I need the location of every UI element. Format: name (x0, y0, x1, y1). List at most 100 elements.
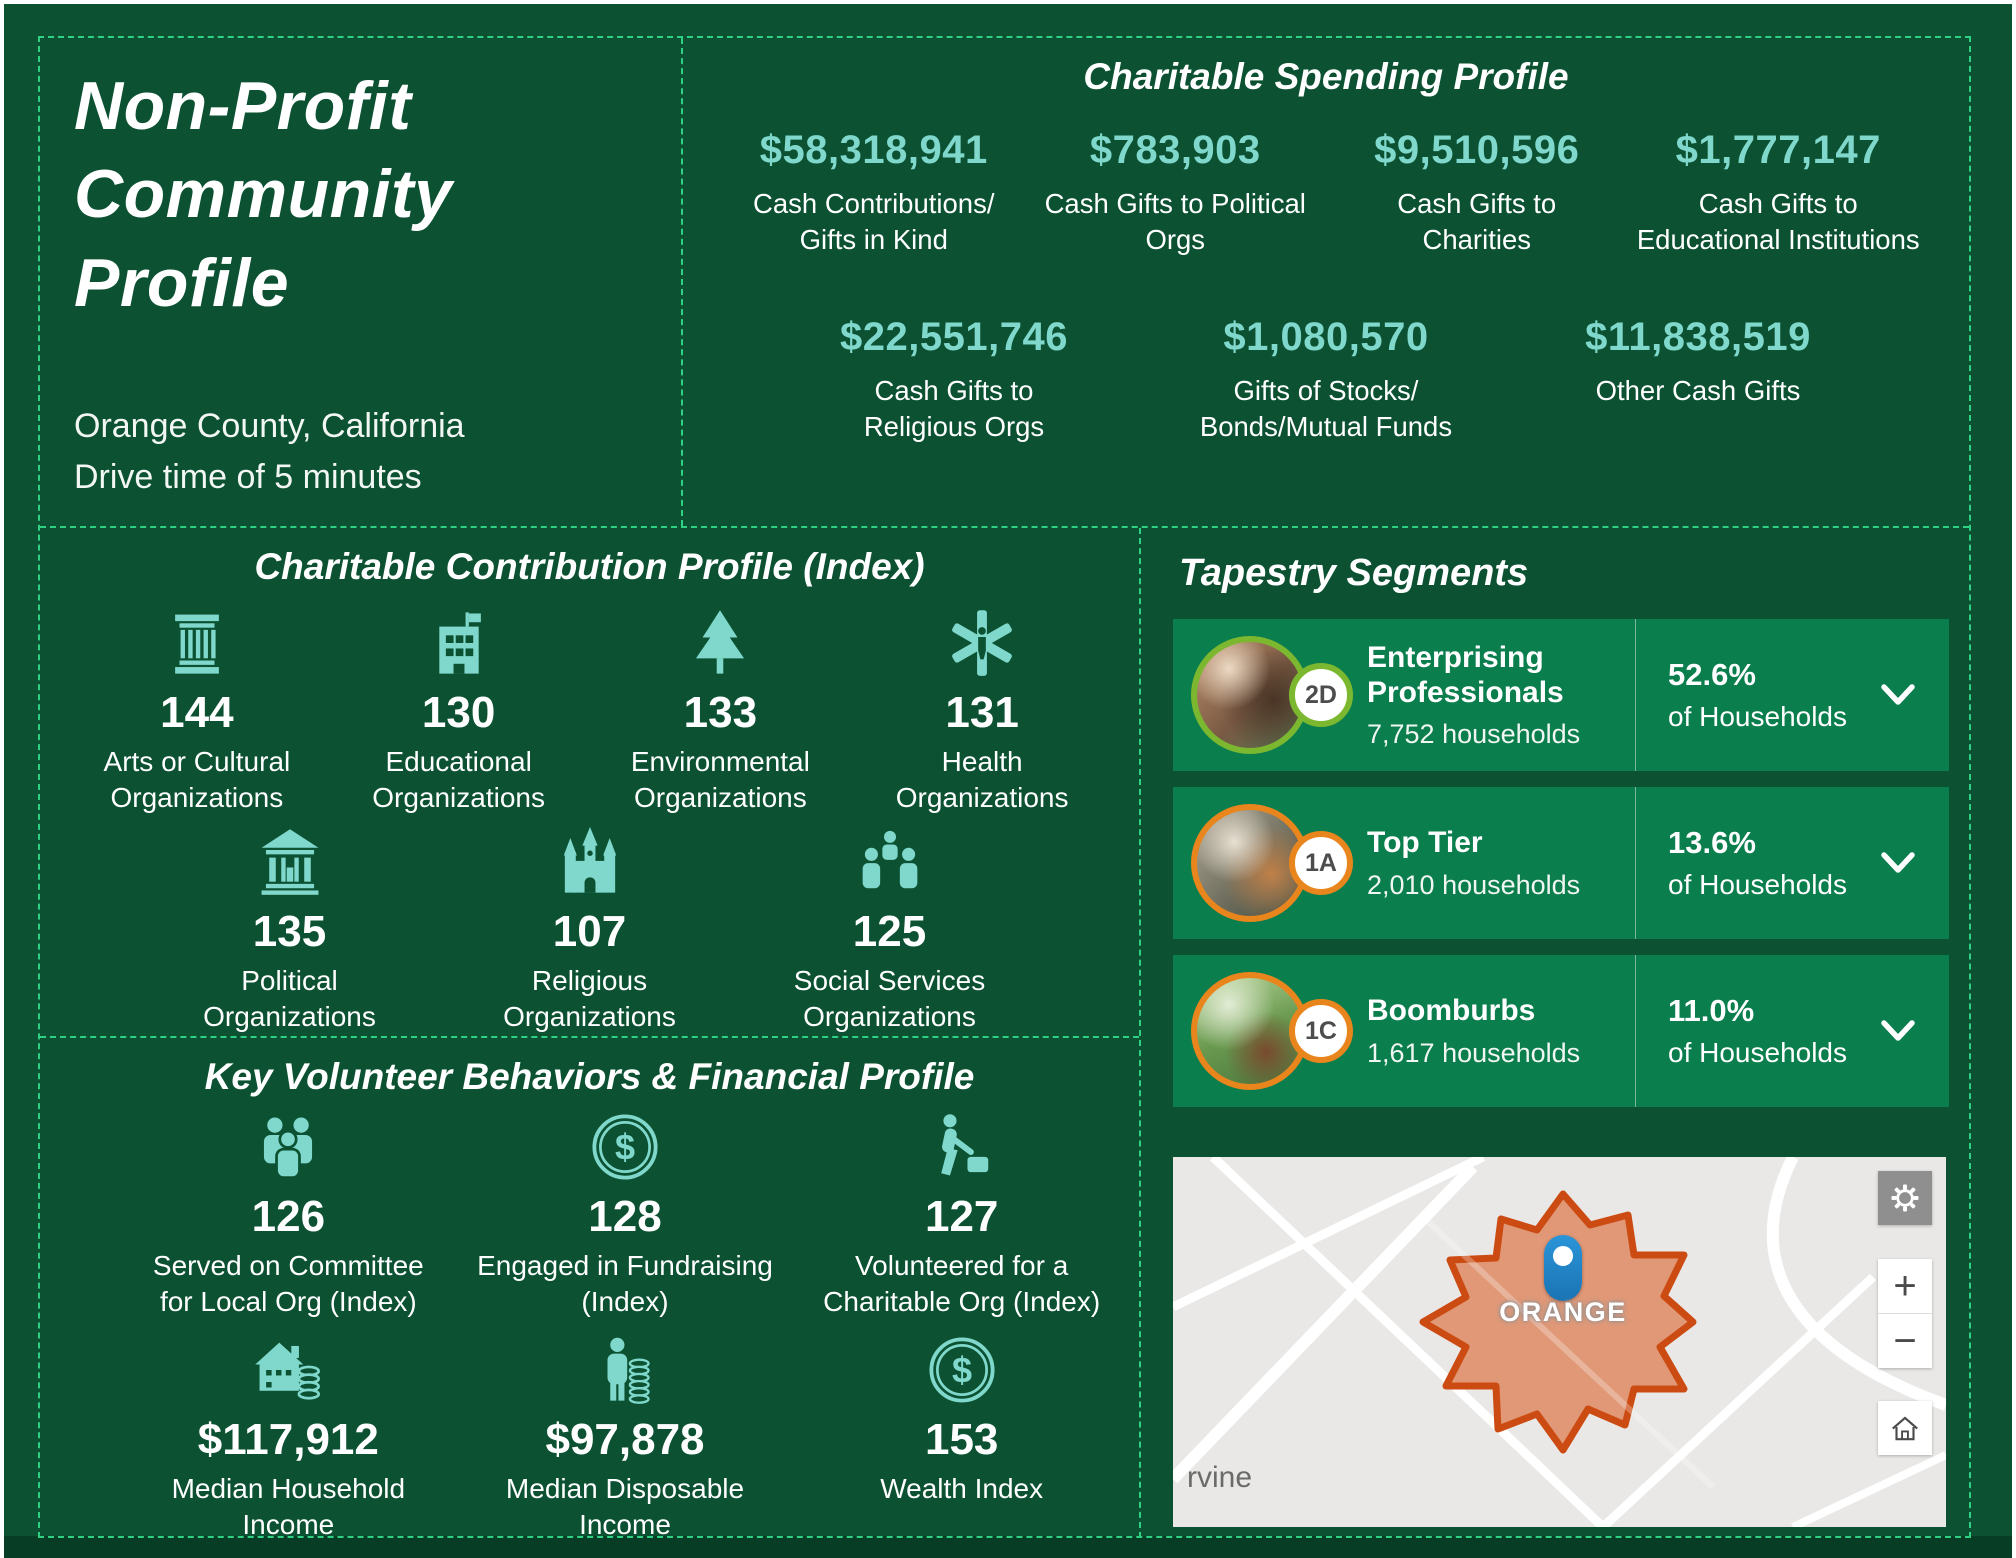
stat-value: $11,838,519 (1585, 314, 1811, 359)
contribution-row-1: 144 Arts or Cultural Organizations 130 E… (40, 608, 1139, 815)
map-place-label: rvine (1187, 1461, 1253, 1494)
stat-label: Political Organizations (203, 965, 376, 1032)
stat-label: Other Cash Gifts (1595, 374, 1801, 406)
contribution-row-2: 135 Political Organizations 107 Religiou… (140, 827, 1040, 1034)
stat-label: Health Organizations (895, 746, 1069, 813)
spending-heading: Charitable Spending Profile (1083, 56, 1569, 97)
map-home-button[interactable] (1878, 1401, 1932, 1455)
report-layout: Non-Profit Community Profile Orange Coun… (38, 36, 1971, 1540)
column-icon (162, 608, 232, 678)
contribution-stat: 133 Environmental Organizations (590, 608, 852, 815)
drive-time-label: Drive time of 5 minutes (74, 458, 422, 497)
stat-value: $97,878 (545, 1415, 705, 1465)
stat-value: $9,510,596 (1374, 128, 1580, 172)
chevron-down-icon[interactable] (1879, 682, 1917, 708)
tapestry-heading: Tapestry Segments (1179, 552, 1529, 594)
stat-label: Served on Committee for Local Org (Index… (152, 1250, 424, 1317)
segment-households: 7,752 households (1367, 719, 1581, 750)
segment-card-top-tier[interactable]: 1A Top Tier 2,010 households 13.6% of Ho… (1173, 787, 1949, 939)
stat-label: Cash Gifts to Political Orgs (1044, 188, 1306, 256)
gear-icon (1887, 1180, 1923, 1216)
stat-value: 133 (683, 688, 758, 737)
contribution-stat: 131 Health Organizations (851, 608, 1113, 815)
contribution-stat: 125 Social Services Organizations (740, 827, 1040, 1034)
zoom-divider (1878, 1313, 1932, 1314)
stat-value: 153 (924, 1415, 999, 1465)
volunteer-row-1: 126 Served on Committee for Local Org (I… (120, 1112, 1130, 1319)
dollar-coin-icon (590, 1112, 660, 1182)
stat-value: 131 (945, 688, 1019, 737)
chevron-down-icon[interactable] (1879, 1018, 1917, 1044)
page-title: Non-Profit Community Profile (74, 68, 453, 321)
star-of-life-icon (947, 608, 1017, 678)
stat-value: $22,551,746 (840, 314, 1068, 359)
footer-strip (4, 1536, 2012, 1558)
stat-value: $58,318,941 (759, 128, 988, 172)
spending-stat: $58,318,941 Cash Contributions/ Gifts in… (723, 128, 1025, 259)
segment-name: Boomburbs (1367, 994, 1536, 1028)
stat-value: $117,912 (197, 1415, 379, 1465)
stat-value: 127 (924, 1192, 999, 1241)
charitable-spending-panel: Charitable Spending Profile $58,318,941 … (683, 38, 1969, 526)
segment-percent: 52.6% (1668, 657, 1756, 692)
segment-households: 2,010 households (1367, 869, 1581, 900)
segment-summary: 2D Enterprising Professionals 7,752 hous… (1173, 619, 1635, 771)
spending-stat: $783,903 Cash Gifts to Political Orgs (1025, 128, 1327, 259)
stat-label: Cash Contributions/ Gifts in Kind (752, 188, 995, 256)
volunteer-financial-panel: Key Volunteer Behaviors & Financial Prof… (40, 1038, 1139, 1540)
home-icon (1888, 1411, 1922, 1445)
spending-stat: $11,838,519 Other Cash Gifts (1512, 315, 1884, 446)
segment-households: 1,617 households (1367, 1037, 1581, 1068)
stat-label: Social Services Organizations (793, 965, 986, 1032)
infographic-page: Non-Profit Community Profile Orange Coun… (4, 4, 2012, 1558)
zoom-in-button[interactable]: + (1893, 1263, 1917, 1308)
volunteer-heading: Key Volunteer Behaviors & Financial Prof… (204, 1056, 975, 1097)
map-area-label: ORANGE (1499, 1297, 1627, 1327)
pin-hole (1553, 1246, 1573, 1266)
map-artwork (1173, 1157, 1946, 1527)
contribution-heading: Charitable Contribution Profile (Index) (254, 546, 925, 587)
drive-time-map[interactable]: ORANGE rvine + − (1173, 1157, 1946, 1527)
segment-summary: 1A Top Tier 2,010 households (1173, 787, 1635, 939)
spending-row-1: $58,318,941 Cash Contributions/ Gifts in… (683, 128, 1969, 259)
chevron-down-icon[interactable] (1879, 850, 1917, 876)
segment-name: Top Tier (1367, 826, 1483, 860)
dollar-coin-icon (927, 1335, 997, 1405)
stat-label: Wealth Index (880, 1473, 1044, 1505)
tapestry-segment-list: 2D Enterprising Professionals 7,752 hous… (1173, 619, 1949, 1107)
map-settings-button[interactable] (1878, 1171, 1932, 1225)
volunteer-row-2: $117,912 Median Household Income $97,878… (120, 1335, 1130, 1542)
segment-card-boomburbs[interactable]: 1C Boomburbs 1,617 households 11.0% of H… (1173, 955, 1949, 1107)
volunteer-stat: 127 Volunteered for a Charitable Org (In… (793, 1112, 1130, 1319)
financial-stat: 153 Wealth Index (793, 1335, 1130, 1542)
segment-summary: 1C Boomburbs 1,617 households (1173, 955, 1635, 1107)
segment-card-enterprising-professionals[interactable]: 2D Enterprising Professionals 7,752 hous… (1173, 619, 1949, 771)
committee-people-icon (253, 1112, 323, 1182)
drive-time-polygon (1419, 1190, 1697, 1454)
contribution-stat: 107 Religious Organizations (440, 827, 740, 1034)
house-coins-icon (253, 1335, 323, 1405)
segment-code-badge: 1C (1289, 999, 1353, 1063)
lawn-mower-icon (927, 1112, 997, 1182)
zoom-out-button[interactable]: − (1893, 1318, 1917, 1363)
bank-icon (255, 827, 325, 897)
stat-value: $1,777,147 (1675, 128, 1881, 172)
stat-value: $783,903 (1089, 128, 1261, 172)
church-icon (555, 827, 625, 897)
tapestry-panel: Tapestry Segments 2D Enterprising Profes… (1141, 528, 1969, 1538)
spending-stat: $1,777,147 Cash Gifts to Educational Ins… (1628, 128, 1930, 259)
segment-percent-section: 52.6% of Households (1635, 619, 1949, 771)
charitable-contribution-panel: Charitable Contribution Profile (Index) … (40, 528, 1139, 1038)
stat-value: 126 (251, 1192, 326, 1241)
stat-value: 144 (160, 688, 234, 737)
segment-percent-label: of Households (1668, 869, 1848, 900)
spending-row-2: $22,551,746 Cash Gifts to Religious Orgs… (683, 315, 1969, 446)
segment-photo (1191, 972, 1309, 1090)
volunteer-stat: 128 Engaged in Fundraising (Index) (457, 1112, 794, 1319)
stat-value: 107 (552, 907, 627, 957)
volunteer-stat: 126 Served on Committee for Local Org (I… (120, 1112, 457, 1319)
people-group-icon (855, 827, 925, 897)
school-icon (424, 608, 494, 678)
stat-label: Educational Organizations (372, 746, 545, 813)
stat-value: 128 (588, 1192, 662, 1241)
